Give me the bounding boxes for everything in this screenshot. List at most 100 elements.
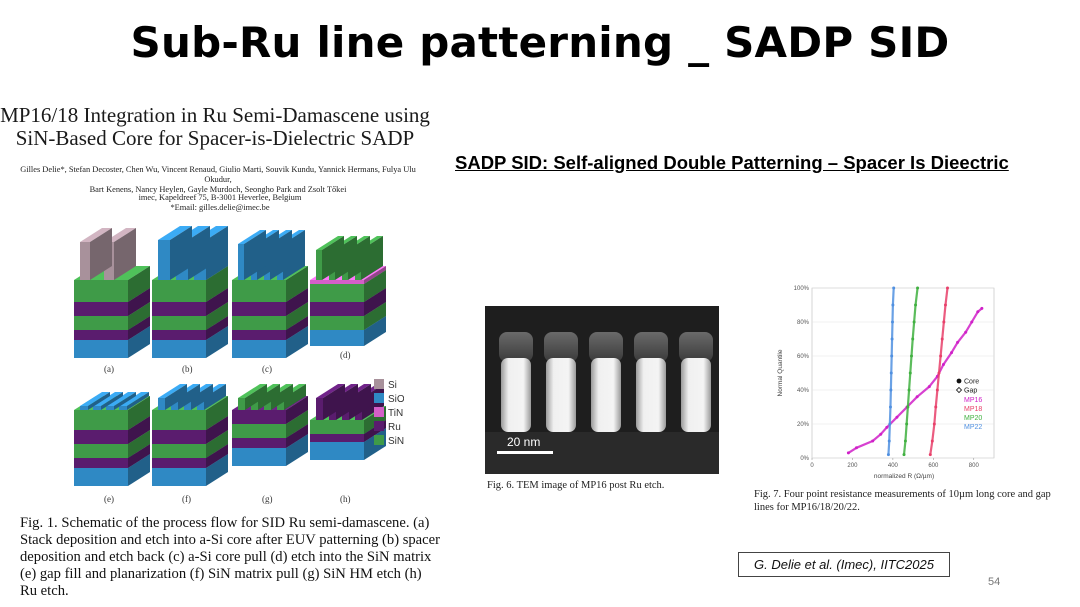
tem-pillar-2 (589, 332, 623, 432)
block-d-fin-fin-0 (316, 236, 344, 280)
citation-box: G. Delie et al. (Imec), IITC2025 (738, 552, 950, 577)
series-point-mp20 (908, 371, 912, 375)
tem-pillar-0 (499, 332, 533, 432)
legend-swatch-si (374, 379, 384, 389)
block-b-spacer-fin-0 (158, 226, 192, 280)
series-point-mp22 (890, 354, 894, 358)
series-point-mp20 (905, 422, 909, 426)
series-mp18 (928, 286, 949, 457)
series-point-mp20 (912, 320, 916, 324)
chart-x-tick-label: 0 (810, 463, 814, 469)
block-e-top-fin-0 (80, 392, 110, 410)
figure1-legend: Si SiO₂ TiN Ru SiN (374, 379, 404, 447)
series-point-mp22 (890, 337, 894, 341)
series-point-mp20 (916, 286, 920, 290)
figure1-schematic: (a) (b) (c) (d) (e) (f) (g) (h) Si SiO₂ … (74, 226, 404, 504)
chart-y-tick-label: 100% (794, 286, 810, 292)
legend-swatch-ru (374, 421, 384, 431)
series-point-mp18 (943, 303, 947, 307)
block-e-top-fin-2 (106, 392, 136, 410)
figure1-caption: Fig. 1. Schematic of the process flow fo… (20, 515, 440, 599)
series-point-mp18 (928, 453, 932, 457)
figure6-caption: Fig. 6. TEM image of MP16 post Ru etch. (487, 480, 665, 491)
series-point-mp16 (879, 432, 883, 436)
chart-x-ticks: 0 200 400 600 800 (810, 463, 979, 469)
chart-grid (811, 287, 995, 460)
series-point-mp22 (891, 303, 895, 307)
legend-core-label: Core (964, 379, 979, 386)
series-point-mp16 (915, 395, 919, 399)
chart-x-tick-label: 400 (888, 463, 899, 469)
block-g-fin-fin-0 (238, 384, 267, 410)
series-mp20 (902, 286, 920, 457)
authors-line2: Bart Kenens, Nancy Heylen, Gayle Murdoch… (89, 185, 347, 194)
tem-pillars (499, 332, 713, 432)
series-point-mp16 (956, 340, 960, 344)
chart-y-tick-label: 20% (797, 422, 810, 428)
chart-series (846, 286, 984, 457)
block-a-si-fin-0 (80, 228, 112, 280)
legend-label-tin: TiN (388, 408, 403, 419)
chart-x-tick-label: 800 (969, 463, 980, 469)
legend-mp22-label: MP22 (964, 424, 982, 431)
legend-swatch-tin (374, 407, 384, 417)
series-point-mp16 (871, 439, 875, 443)
tem-pillar-1 (544, 332, 578, 432)
chart-y-tick-label: 80% (797, 320, 810, 326)
series-point-mp16 (980, 306, 984, 310)
legend-swatch-sio2 (374, 393, 384, 403)
block-f-top-fin-0 (158, 384, 187, 410)
series-point-mp22 (892, 286, 896, 290)
series-point-mp18 (942, 320, 946, 324)
series-point-mp20 (903, 439, 907, 443)
tem-pillar-4 (679, 332, 713, 432)
sub-label-b: (b) (182, 364, 193, 374)
series-point-mp22 (887, 439, 891, 443)
legend-core-marker (956, 378, 962, 384)
paper-affiliation: imec, Kapeldreef 75, B-3001 Heverlee, Be… (20, 193, 420, 213)
slide-title: Sub-Ru line patterning _ SADP SID (130, 18, 950, 67)
series-point-mp18 (939, 354, 943, 358)
chart-y-tick-label: 0% (800, 456, 809, 462)
chart-x-tick-label: 600 (928, 463, 939, 469)
authors-line1: Gilles Delie*, Stefan Decoster, Chen Wu,… (20, 165, 416, 184)
legend-gap-marker (955, 386, 963, 394)
series-point-mp16 (964, 330, 968, 334)
series-point-mp22 (889, 388, 893, 392)
series-point-mp16 (950, 351, 954, 355)
paper-authors: Gilles Delie*, Stefan Decoster, Chen Wu,… (8, 165, 428, 195)
legend-label-sin: SiN (388, 436, 404, 447)
schematic-blocks (74, 226, 386, 486)
series-point-mp16 (976, 310, 980, 314)
series-point-mp18 (934, 405, 938, 409)
series-point-mp20 (907, 388, 911, 392)
block-e-top-fin-3 (119, 392, 149, 410)
sub-label-c: (c) (262, 364, 272, 374)
series-point-mp18 (932, 422, 936, 426)
legend-gap-label: Gap (964, 388, 977, 395)
tem-image: 20 nm (485, 306, 719, 474)
series-point-mp20 (914, 303, 918, 307)
chart-y-tick-label: 40% (797, 388, 810, 394)
legend-mp18-label: MP18 (964, 406, 982, 413)
paper-title-line2: SiN-Based Core for Spacer-is-Dielectric … (15, 126, 415, 150)
series-point-mp16 (927, 385, 931, 389)
legend-swatch-sin (374, 435, 384, 445)
block-h-fin-fin-0 (316, 384, 345, 420)
series-point-mp20 (906, 405, 910, 409)
legend-label-si: Si (388, 380, 397, 391)
legend-mp20-label: MP20 (964, 415, 982, 422)
sub-label-e: (e) (104, 494, 114, 504)
series-point-mp18 (945, 286, 949, 290)
series-point-mp22 (888, 405, 892, 409)
legend-label-sio2: SiO₂ (388, 394, 404, 405)
chart-legend: Core Gap MP16 MP18 MP20 MP22 (955, 378, 982, 431)
scale-bar (497, 451, 553, 454)
series-point-mp16 (846, 451, 850, 455)
series-point-mp20 (909, 354, 913, 358)
legend-mp16-label: MP16 (964, 397, 982, 404)
sub-label-f: (f) (182, 494, 191, 504)
email: *Email: gilles.delie@imec.be (170, 203, 270, 212)
chart-y-ticks: 0% 20% 40% 60% 80% 100% (794, 286, 810, 462)
figure7-caption: Fig. 7. Four point resistance measuremen… (754, 489, 1051, 513)
